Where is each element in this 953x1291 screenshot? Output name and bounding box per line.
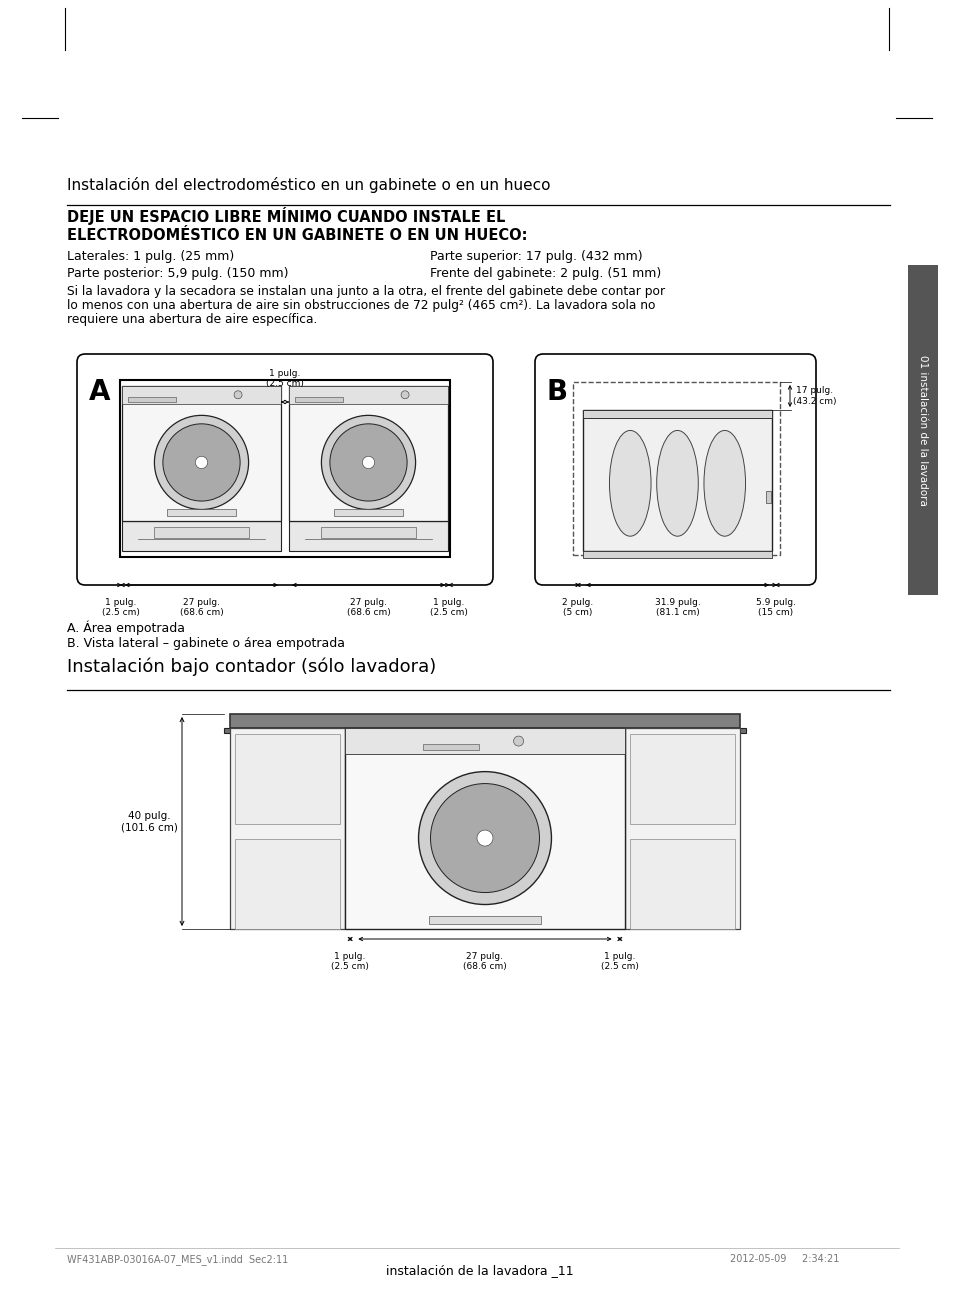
Text: requiere una abertura de aire específica.: requiere una abertura de aire específica… [67,312,317,327]
Bar [129,396,176,402]
Text: 1 pulg.
(2.5 cm): 1 pulg. (2.5 cm) [331,951,369,971]
Bar [582,411,771,418]
Text: Laterales: 1 pulg. (25 mm): Laterales: 1 pulg. (25 mm) [67,250,234,263]
Bar [582,411,771,551]
Text: B: B [546,378,568,405]
Bar [234,735,339,825]
Ellipse shape [609,430,650,536]
Bar [153,527,249,537]
Text: 27 pulg.
(68.6 cm): 27 pulg. (68.6 cm) [346,598,390,617]
Text: 1 pulg.
(2.5 cm): 1 pulg. (2.5 cm) [600,951,639,971]
Bar [345,728,624,930]
Text: WF431ABP-03016A-07_MES_v1.indd  Sec2:11: WF431ABP-03016A-07_MES_v1.indd Sec2:11 [67,1254,288,1265]
Text: 1 pulg.
(2.5 cm): 1 pulg. (2.5 cm) [102,598,140,617]
Circle shape [321,416,416,510]
Circle shape [195,456,208,469]
Bar [573,382,780,555]
Bar [167,510,236,516]
Text: instalación de la lavadora _11: instalación de la lavadora _11 [386,1264,573,1277]
Text: B. Vista lateral – gabinete o área empotrada: B. Vista lateral – gabinete o área empot… [67,636,345,649]
Bar [907,265,937,595]
Bar [289,386,448,404]
Text: 01 instalación de la lavadora: 01 instalación de la lavadora [917,355,927,506]
Bar [295,396,343,402]
Text: 17 pulg.
(43.2 cm): 17 pulg. (43.2 cm) [792,386,836,405]
Bar [765,491,770,502]
Bar [624,728,740,930]
Circle shape [163,423,240,501]
Circle shape [330,423,407,501]
Circle shape [233,391,242,399]
Text: 40 pulg.
(101.6 cm): 40 pulg. (101.6 cm) [121,811,178,833]
FancyBboxPatch shape [77,354,493,585]
Bar [320,527,416,537]
Text: A: A [89,378,111,405]
Circle shape [400,391,409,399]
Text: A. Área empotrada: A. Área empotrada [67,621,185,635]
Bar [629,839,734,930]
Text: lo menos con una abertura de aire sin obstrucciones de 72 pulg² (465 cm²). La la: lo menos con una abertura de aire sin ob… [67,300,655,312]
Circle shape [476,830,493,846]
Text: 2012-05-09     2:34:21: 2012-05-09 2:34:21 [729,1254,839,1264]
Bar [122,386,281,522]
Circle shape [430,784,539,892]
Text: ELECTRODOMÉSTICO EN UN GABINETE O EN UN HUECO:: ELECTRODOMÉSTICO EN UN GABINETE O EN UN … [67,229,527,243]
Ellipse shape [656,430,698,536]
FancyBboxPatch shape [535,354,815,585]
Circle shape [418,772,551,905]
Bar [429,917,540,924]
Text: 31.9 pulg.
(81.1 cm): 31.9 pulg. (81.1 cm) [654,598,700,617]
Bar [230,728,345,930]
Bar [120,380,450,556]
Text: 1 pulg.
(2.5 cm): 1 pulg. (2.5 cm) [266,369,304,389]
Text: 27 pulg.
(68.6 cm): 27 pulg. (68.6 cm) [179,598,223,617]
Bar [423,744,479,750]
Bar [289,386,448,522]
Bar [289,522,448,551]
Text: Instalación del electrodoméstico en un gabinete o en un hueco: Instalación del electrodoméstico en un g… [67,177,550,192]
Ellipse shape [703,430,744,536]
Bar [224,728,745,733]
Text: Frente del gabinete: 2 pulg. (51 mm): Frente del gabinete: 2 pulg. (51 mm) [430,267,660,280]
Text: Si la lavadora y la secadora se instalan una junto a la otra, el frente del gabi: Si la lavadora y la secadora se instalan… [67,285,664,298]
Bar [230,714,740,728]
Text: Instalación bajo contador (sólo lavadora): Instalación bajo contador (sólo lavadora… [67,657,436,676]
Bar [122,522,281,551]
Bar [582,551,771,558]
Text: 2 pulg.
(5 cm): 2 pulg. (5 cm) [561,598,593,617]
Bar [122,386,281,404]
Bar [234,839,339,930]
Text: Parte superior: 17 pulg. (432 mm): Parte superior: 17 pulg. (432 mm) [430,250,642,263]
Bar [334,510,403,516]
Circle shape [513,736,523,746]
Text: 27 pulg.
(68.6 cm): 27 pulg. (68.6 cm) [462,951,506,971]
Circle shape [362,456,375,469]
Text: Parte posterior: 5,9 pulg. (150 mm): Parte posterior: 5,9 pulg. (150 mm) [67,267,288,280]
Circle shape [154,416,249,510]
Text: DEJE UN ESPACIO LIBRE MÍNIMO CUANDO INSTALE EL: DEJE UN ESPACIO LIBRE MÍNIMO CUANDO INST… [67,207,505,225]
Text: 1 pulg.
(2.5 cm): 1 pulg. (2.5 cm) [430,598,468,617]
Bar [629,735,734,825]
Text: 5.9 pulg.
(15 cm): 5.9 pulg. (15 cm) [755,598,795,617]
Bar [345,728,624,754]
